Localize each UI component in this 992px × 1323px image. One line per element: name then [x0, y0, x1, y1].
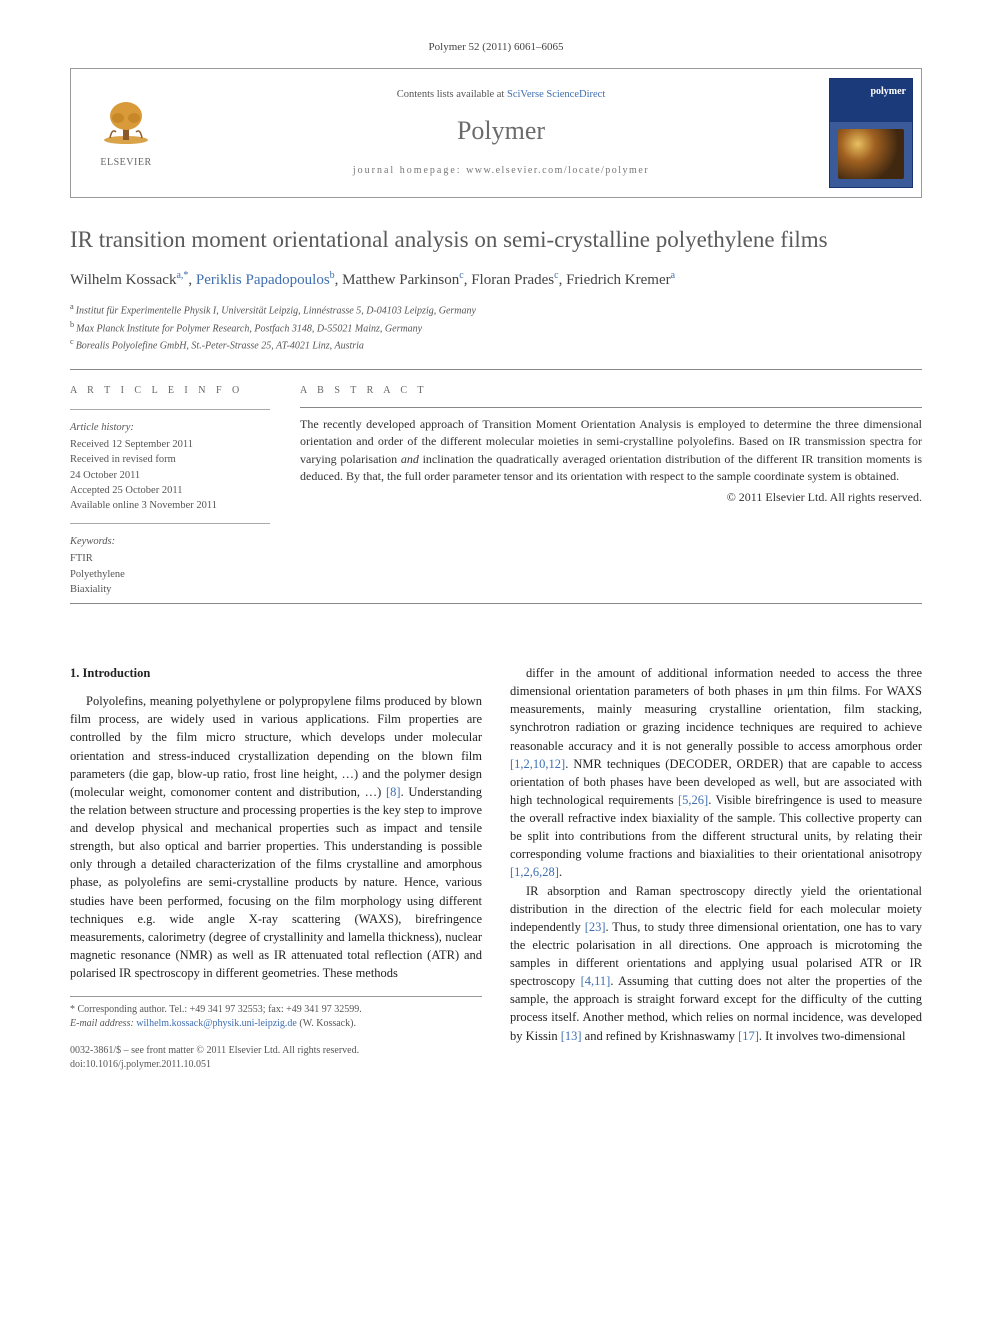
- journal-cover-area: polymer: [821, 69, 921, 197]
- article-info-column: A R T I C L E I N F O Article history: R…: [70, 376, 270, 597]
- author: Wilhelm Kossacka,*: [70, 272, 188, 288]
- publisher-name: ELSEVIER: [100, 156, 151, 171]
- journal-header-box: ELSEVIER Contents lists available at Sci…: [70, 68, 922, 198]
- ref-link[interactable]: [8]: [386, 785, 401, 799]
- journal-cover[interactable]: polymer: [829, 78, 913, 188]
- elsevier-tree-icon: [98, 96, 154, 152]
- section-number: 1.: [70, 666, 79, 680]
- homepage-url[interactable]: www.elsevier.com/locate/polymer: [466, 165, 649, 176]
- elsevier-logo[interactable]: ELSEVIER: [98, 96, 154, 171]
- aff-text: Institut für Experimentelle Physik I, Un…: [76, 306, 476, 317]
- history-line: Received in revised form: [70, 452, 270, 467]
- divider: [300, 407, 922, 408]
- section-title: Introduction: [83, 666, 151, 680]
- footer: 0032-3861/$ – see front matter © 2011 El…: [70, 1044, 482, 1071]
- body-column-left: 1. Introduction Polyolefins, meaning pol…: [70, 664, 482, 1071]
- abstract-heading: A B S T R A C T: [300, 384, 922, 399]
- corresponding-author-footnote: * Corresponding author. Tel.: +49 341 97…: [70, 996, 482, 1030]
- author-name: Periklis Papadopoulos: [196, 272, 330, 288]
- authors-line: Wilhelm Kossacka,*, Periklis Papadopoulo…: [70, 269, 922, 292]
- header-center: Contents lists available at SciVerse Sci…: [181, 69, 821, 197]
- footer-line: 0032-3861/$ – see front matter © 2011 El…: [70, 1044, 482, 1058]
- homepage-line: journal homepage: www.elsevier.com/locat…: [353, 164, 649, 179]
- author-name: Friedrich Kremer: [566, 272, 671, 288]
- history-line: Received 12 September 2011: [70, 437, 270, 452]
- keyword: Biaxiality: [70, 582, 270, 597]
- aff-sup: b: [70, 320, 74, 329]
- aff-text: Borealis Polyolefine GmbH, St.-Peter-Str…: [76, 340, 364, 351]
- cover-image: [838, 129, 904, 179]
- contents-prefix: Contents lists available at: [397, 89, 507, 100]
- author-aff-link[interactable]: c: [459, 270, 463, 281]
- corresponding-star[interactable]: *: [183, 270, 188, 281]
- aff-text: Max Planck Institute for Polymer Researc…: [76, 323, 422, 334]
- divider: [70, 603, 922, 604]
- author: Friedrich Kremera: [566, 272, 675, 288]
- aff-sup: c: [70, 337, 74, 346]
- affiliations: aInstitut für Experimentelle Physik I, U…: [70, 301, 922, 353]
- corresponding-label: * Corresponding author. Tel.: +49 341 97…: [70, 1003, 482, 1017]
- author-aff-link[interactable]: c: [554, 270, 558, 281]
- history-line: Available online 3 November 2011: [70, 498, 270, 513]
- affiliation-line: cBorealis Polyolefine GmbH, St.-Peter-St…: [70, 336, 922, 353]
- ref-link[interactable]: [13]: [561, 1029, 582, 1043]
- author-name: Wilhelm Kossack: [70, 272, 176, 288]
- cover-title: polymer: [870, 85, 906, 100]
- aff-sup: a: [70, 302, 74, 311]
- article-info-heading: A R T I C L E I N F O: [70, 384, 270, 399]
- citation-line: Polymer 52 (2011) 6061–6065: [70, 40, 922, 56]
- author: Matthew Parkinsonc: [342, 272, 464, 288]
- history-line: Accepted 25 October 2011: [70, 483, 270, 498]
- homepage-label: journal homepage:: [353, 165, 466, 176]
- contents-available-line: Contents lists available at SciVerse Sci…: [397, 87, 605, 102]
- author-name: Floran Prades: [471, 272, 554, 288]
- keywords-label: Keywords:: [70, 534, 270, 549]
- ref-link[interactable]: [1,2,6,28]: [510, 865, 559, 879]
- abstract-text: The recently developed approach of Trans…: [300, 416, 922, 486]
- ref-link[interactable]: [5,26]: [678, 793, 708, 807]
- corresponding-person: (W. Kossack).: [297, 1018, 356, 1029]
- journal-name: Polymer: [457, 112, 545, 150]
- divider: [70, 369, 922, 370]
- ref-link[interactable]: [17]: [738, 1029, 759, 1043]
- ref-link[interactable]: [1,2,10,12]: [510, 757, 565, 771]
- author-aff-link[interactable]: b: [330, 270, 335, 281]
- ref-link[interactable]: [23]: [585, 920, 606, 934]
- history-label: Article history:: [70, 420, 270, 435]
- author-aff-link[interactable]: a: [671, 270, 675, 281]
- corresponding-email[interactable]: wilhelm.kossack@physik.uni-leipzig.de: [136, 1018, 297, 1029]
- affiliation-line: bMax Planck Institute for Polymer Resear…: [70, 319, 922, 336]
- divider: [70, 409, 270, 410]
- section-heading: 1. Introduction: [70, 664, 482, 682]
- keyword: Polyethylene: [70, 567, 270, 582]
- doi-line: doi:10.1016/j.polymer.2011.10.051: [70, 1058, 482, 1072]
- body-column-right: differ in the amount of additional infor…: [510, 664, 922, 1071]
- ref-link[interactable]: [4,11]: [581, 974, 611, 988]
- abstract-column: A B S T R A C T The recently developed a…: [300, 376, 922, 597]
- body-columns: 1. Introduction Polyolefins, meaning pol…: [70, 664, 922, 1071]
- keyword: FTIR: [70, 551, 270, 566]
- author-name: Matthew Parkinson: [342, 272, 459, 288]
- body-paragraph: differ in the amount of additional infor…: [510, 664, 922, 882]
- publisher-logo-area: ELSEVIER: [71, 69, 181, 197]
- abstract-copyright: © 2011 Elsevier Ltd. All rights reserved…: [300, 489, 922, 506]
- author: Floran Pradesc: [471, 272, 558, 288]
- author[interactable]: Periklis Papadopoulosb: [196, 272, 335, 288]
- email-label: E-mail address:: [70, 1018, 136, 1029]
- body-paragraph: Polyolefins, meaning polyethylene or pol…: [70, 692, 482, 982]
- info-abstract-row: A R T I C L E I N F O Article history: R…: [70, 376, 922, 597]
- sciencedirect-link[interactable]: SciVerse ScienceDirect: [507, 89, 605, 100]
- divider: [70, 523, 270, 524]
- body-paragraph: IR absorption and Raman spectroscopy dir…: [510, 882, 922, 1045]
- affiliation-line: aInstitut für Experimentelle Physik I, U…: [70, 301, 922, 318]
- article-title: IR transition moment orientational analy…: [70, 226, 922, 255]
- history-line: 24 October 2011: [70, 468, 270, 483]
